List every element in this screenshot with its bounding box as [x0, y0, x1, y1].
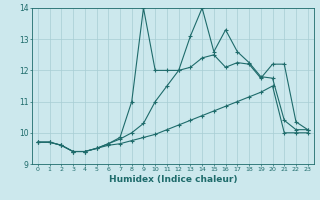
X-axis label: Humidex (Indice chaleur): Humidex (Indice chaleur) — [108, 175, 237, 184]
